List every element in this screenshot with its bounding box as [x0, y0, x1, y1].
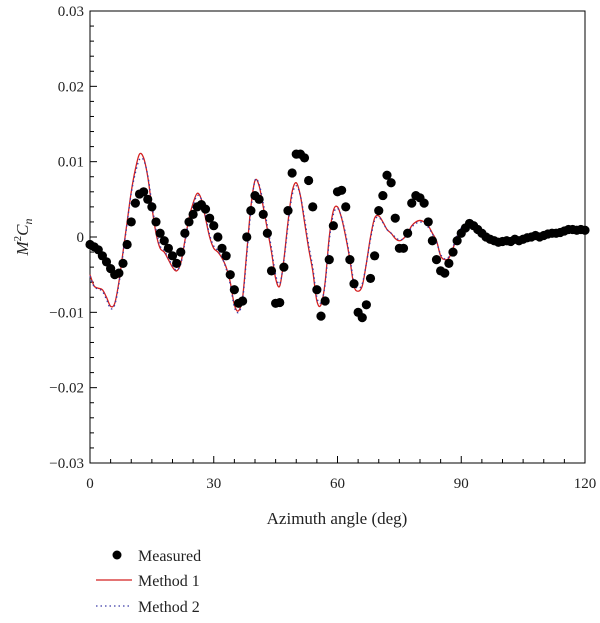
data-point-measured	[320, 296, 330, 306]
series-layer	[85, 149, 590, 323]
data-point-measured	[370, 251, 380, 261]
data-point-measured	[151, 217, 161, 227]
data-point-measured	[114, 268, 124, 278]
x-tick-label: 0	[86, 476, 94, 492]
data-point-measured	[180, 228, 190, 238]
data-point-measured	[304, 175, 314, 186]
data-point-measured	[279, 262, 289, 272]
legend-method1-label: Method 1	[138, 573, 200, 590]
data-point-measured	[242, 232, 252, 242]
data-point-measured	[345, 255, 355, 265]
data-point-measured	[188, 209, 198, 219]
data-point-measured	[337, 185, 347, 195]
data-point-measured	[159, 236, 169, 246]
data-point-measured	[419, 198, 429, 208]
data-point-measured	[382, 170, 392, 180]
data-point-measured	[324, 255, 334, 265]
y-tick-label: −0.01	[49, 305, 84, 321]
data-point-measured	[341, 202, 351, 212]
data-point-measured	[349, 279, 359, 289]
data-point-measured	[427, 236, 437, 246]
data-point-measured	[403, 228, 413, 238]
data-point-measured	[262, 228, 272, 238]
y-axis-title-mid: C	[13, 224, 32, 236]
data-point-measured	[386, 178, 396, 188]
data-point-measured	[209, 221, 219, 231]
data-point-measured	[266, 266, 277, 276]
data-point-measured	[126, 217, 136, 227]
data-point-measured	[246, 206, 256, 216]
data-point-measured	[213, 232, 223, 242]
data-point-measured	[172, 258, 182, 268]
data-point-measured	[147, 202, 157, 212]
data-point-measured	[299, 153, 310, 163]
y-tick-label: 0.03	[58, 4, 84, 20]
data-point-measured	[328, 221, 338, 231]
legend-measured-marker	[112, 550, 122, 560]
data-point-measured	[176, 247, 186, 257]
data-point-measured	[448, 247, 458, 257]
legend-method2-label: Method 2	[138, 599, 200, 616]
data-point-measured	[580, 225, 590, 235]
data-point-measured	[200, 204, 211, 214]
y-axis-title-sup: 2	[12, 236, 24, 242]
y-axis-title-base: M	[13, 241, 32, 257]
y-tick-label: 0.02	[58, 79, 84, 95]
data-point-measured	[167, 251, 178, 261]
data-point-measured	[444, 258, 454, 268]
data-point-measured	[365, 273, 376, 284]
y-axis-title-sub: n	[21, 218, 35, 224]
data-point-measured	[312, 285, 322, 295]
data-point-measured	[139, 187, 149, 197]
data-point-measured	[143, 194, 153, 204]
data-point-measured	[163, 243, 173, 253]
data-point-measured	[217, 243, 227, 253]
data-point-measured	[101, 257, 112, 267]
data-point-measured	[205, 213, 215, 223]
data-point-measured	[283, 206, 293, 216]
x-tick-label: 120	[574, 476, 597, 492]
legend: Measured Method 1 Method 2	[96, 548, 201, 616]
data-point-measured	[122, 239, 132, 250]
x-tick-label: 60	[330, 476, 345, 492]
data-point-measured	[316, 311, 326, 321]
data-point-measured	[184, 217, 194, 227]
axis-tick-labels: 0 30 60 90 120 −0.03 −0.02 −0.01 0 0.01 0.02 0.03	[49, 4, 596, 492]
data-point-measured	[221, 251, 231, 261]
y-tick-label: −0.03	[49, 456, 84, 472]
y-axis-title: M2Cn	[12, 218, 35, 256]
data-point-measured	[287, 168, 297, 178]
data-point-measured	[229, 285, 239, 295]
data-point-measured	[238, 296, 248, 306]
x-tick-label: 90	[454, 476, 469, 492]
data-point-measured	[275, 297, 285, 308]
data-point-measured	[407, 198, 417, 208]
series-line-method-2	[89, 157, 586, 314]
data-point-measured	[440, 268, 450, 278]
data-point-measured	[254, 194, 264, 204]
legend-measured-label: Measured	[138, 548, 201, 565]
data-point-measured	[452, 236, 462, 246]
data-point-measured	[431, 255, 442, 265]
x-tick-label: 30	[206, 476, 221, 492]
data-point-measured	[361, 300, 371, 310]
data-point-measured	[225, 270, 235, 280]
data-point-measured	[423, 217, 433, 227]
data-point-measured	[378, 190, 388, 201]
data-point-measured	[357, 313, 367, 323]
x-axis-title: Azimuth angle (deg)	[267, 509, 408, 528]
data-point-measured	[130, 198, 140, 208]
y-tick-label: 0.01	[58, 155, 84, 171]
data-point-measured	[308, 202, 318, 212]
series-measured	[85, 149, 590, 323]
data-point-measured	[118, 258, 128, 268]
y-tick-label: 0	[77, 230, 85, 246]
data-point-measured	[398, 243, 409, 253]
data-point-measured	[390, 213, 400, 223]
y-tick-label: −0.02	[49, 381, 84, 397]
data-point-measured	[258, 209, 268, 219]
data-point-measured	[374, 206, 384, 216]
data-point-measured	[155, 228, 165, 238]
